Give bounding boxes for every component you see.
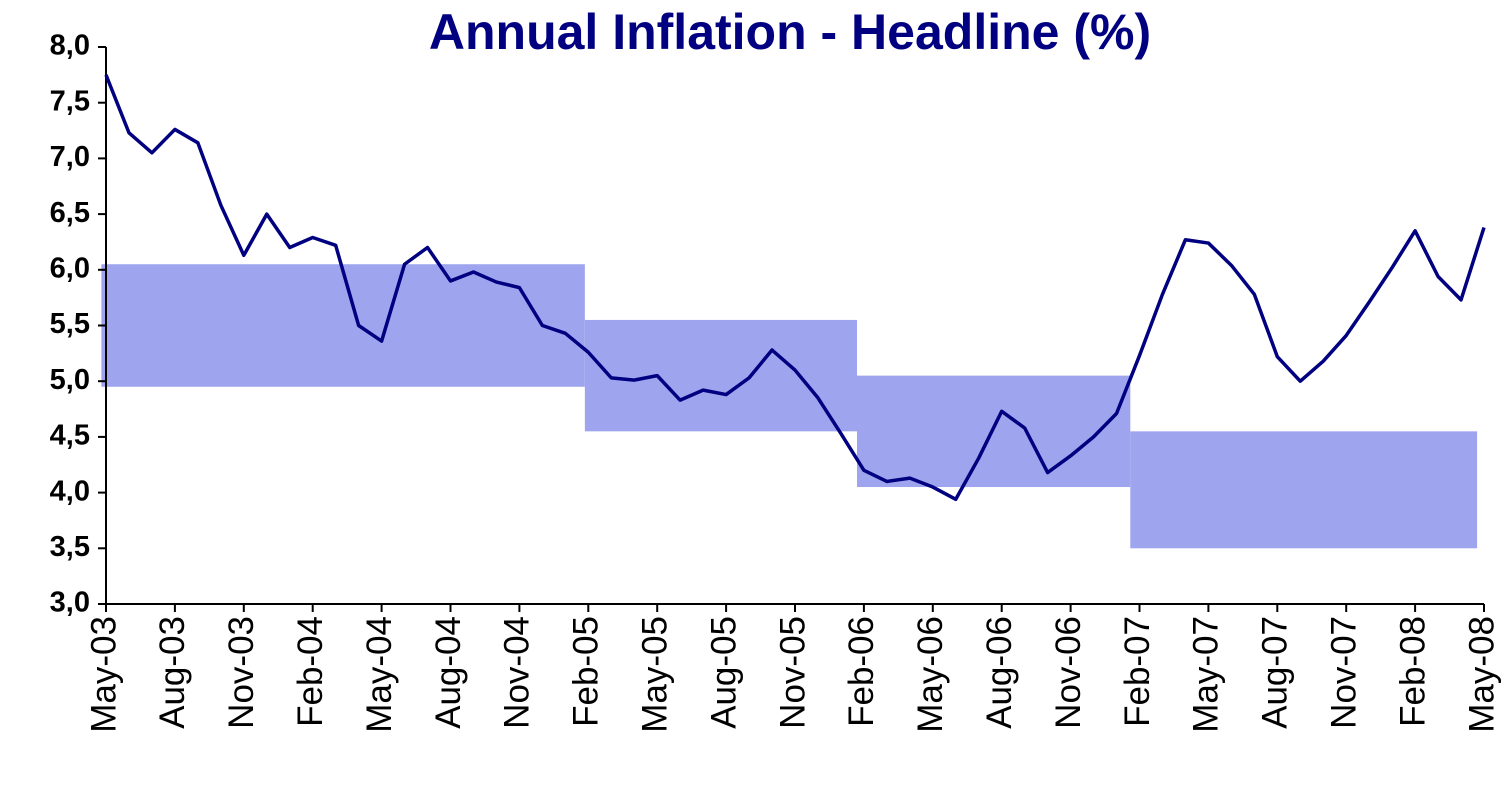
target-band — [584, 319, 858, 432]
x-tick-label: Feb-06 — [842, 616, 881, 727]
y-tick-label: 6,0 — [50, 252, 90, 284]
x-tick-label: Aug-03 — [153, 616, 192, 729]
y-tick-label: 4,0 — [50, 475, 90, 507]
target-band — [101, 264, 585, 387]
x-tick-label: Feb-04 — [291, 616, 330, 727]
x-tick-label: May-07 — [1187, 616, 1226, 733]
x-tick-label: May-04 — [360, 616, 399, 733]
x-tick-label: Nov-07 — [1324, 616, 1363, 729]
y-tick-label: 5,0 — [50, 364, 90, 396]
target-band — [1130, 431, 1478, 549]
x-tick-label: Nov-04 — [498, 616, 537, 729]
x-tick-label: Aug-07 — [1256, 616, 1295, 729]
y-tick-label: 7,0 — [50, 141, 90, 173]
y-tick-label: 4,5 — [50, 420, 90, 452]
line-series — [104, 74, 1486, 502]
x-tick-label: Nov-05 — [773, 616, 812, 729]
x-tick-label: Feb-07 — [1118, 616, 1157, 727]
y-tick-label: 5,5 — [50, 308, 90, 340]
x-tick-label: Aug-05 — [704, 616, 743, 729]
x-tick-label: Aug-06 — [980, 616, 1019, 729]
x-tick-label: Aug-04 — [429, 616, 468, 729]
x-tick-label: Feb-05 — [567, 616, 606, 727]
x-tick-label: May-08 — [1462, 616, 1501, 733]
x-tick-label: May-06 — [911, 616, 950, 733]
y-tick-label: 3,5 — [50, 531, 90, 563]
x-tick-label: Nov-03 — [222, 616, 261, 729]
y-tick-label: 6,5 — [50, 197, 90, 229]
y-tick-label: 8,0 — [50, 30, 90, 62]
x-tick-label: May-05 — [635, 616, 674, 733]
y-tick-label: 3,0 — [50, 587, 90, 619]
x-tick-label: May-03 — [84, 616, 123, 733]
chart-title: Annual Inflation - Headline (%) — [429, 4, 1151, 60]
x-tick-label: Nov-06 — [1049, 616, 1088, 729]
x-tick-label: Feb-08 — [1393, 616, 1432, 727]
y-tick-label: 7,5 — [50, 85, 90, 117]
